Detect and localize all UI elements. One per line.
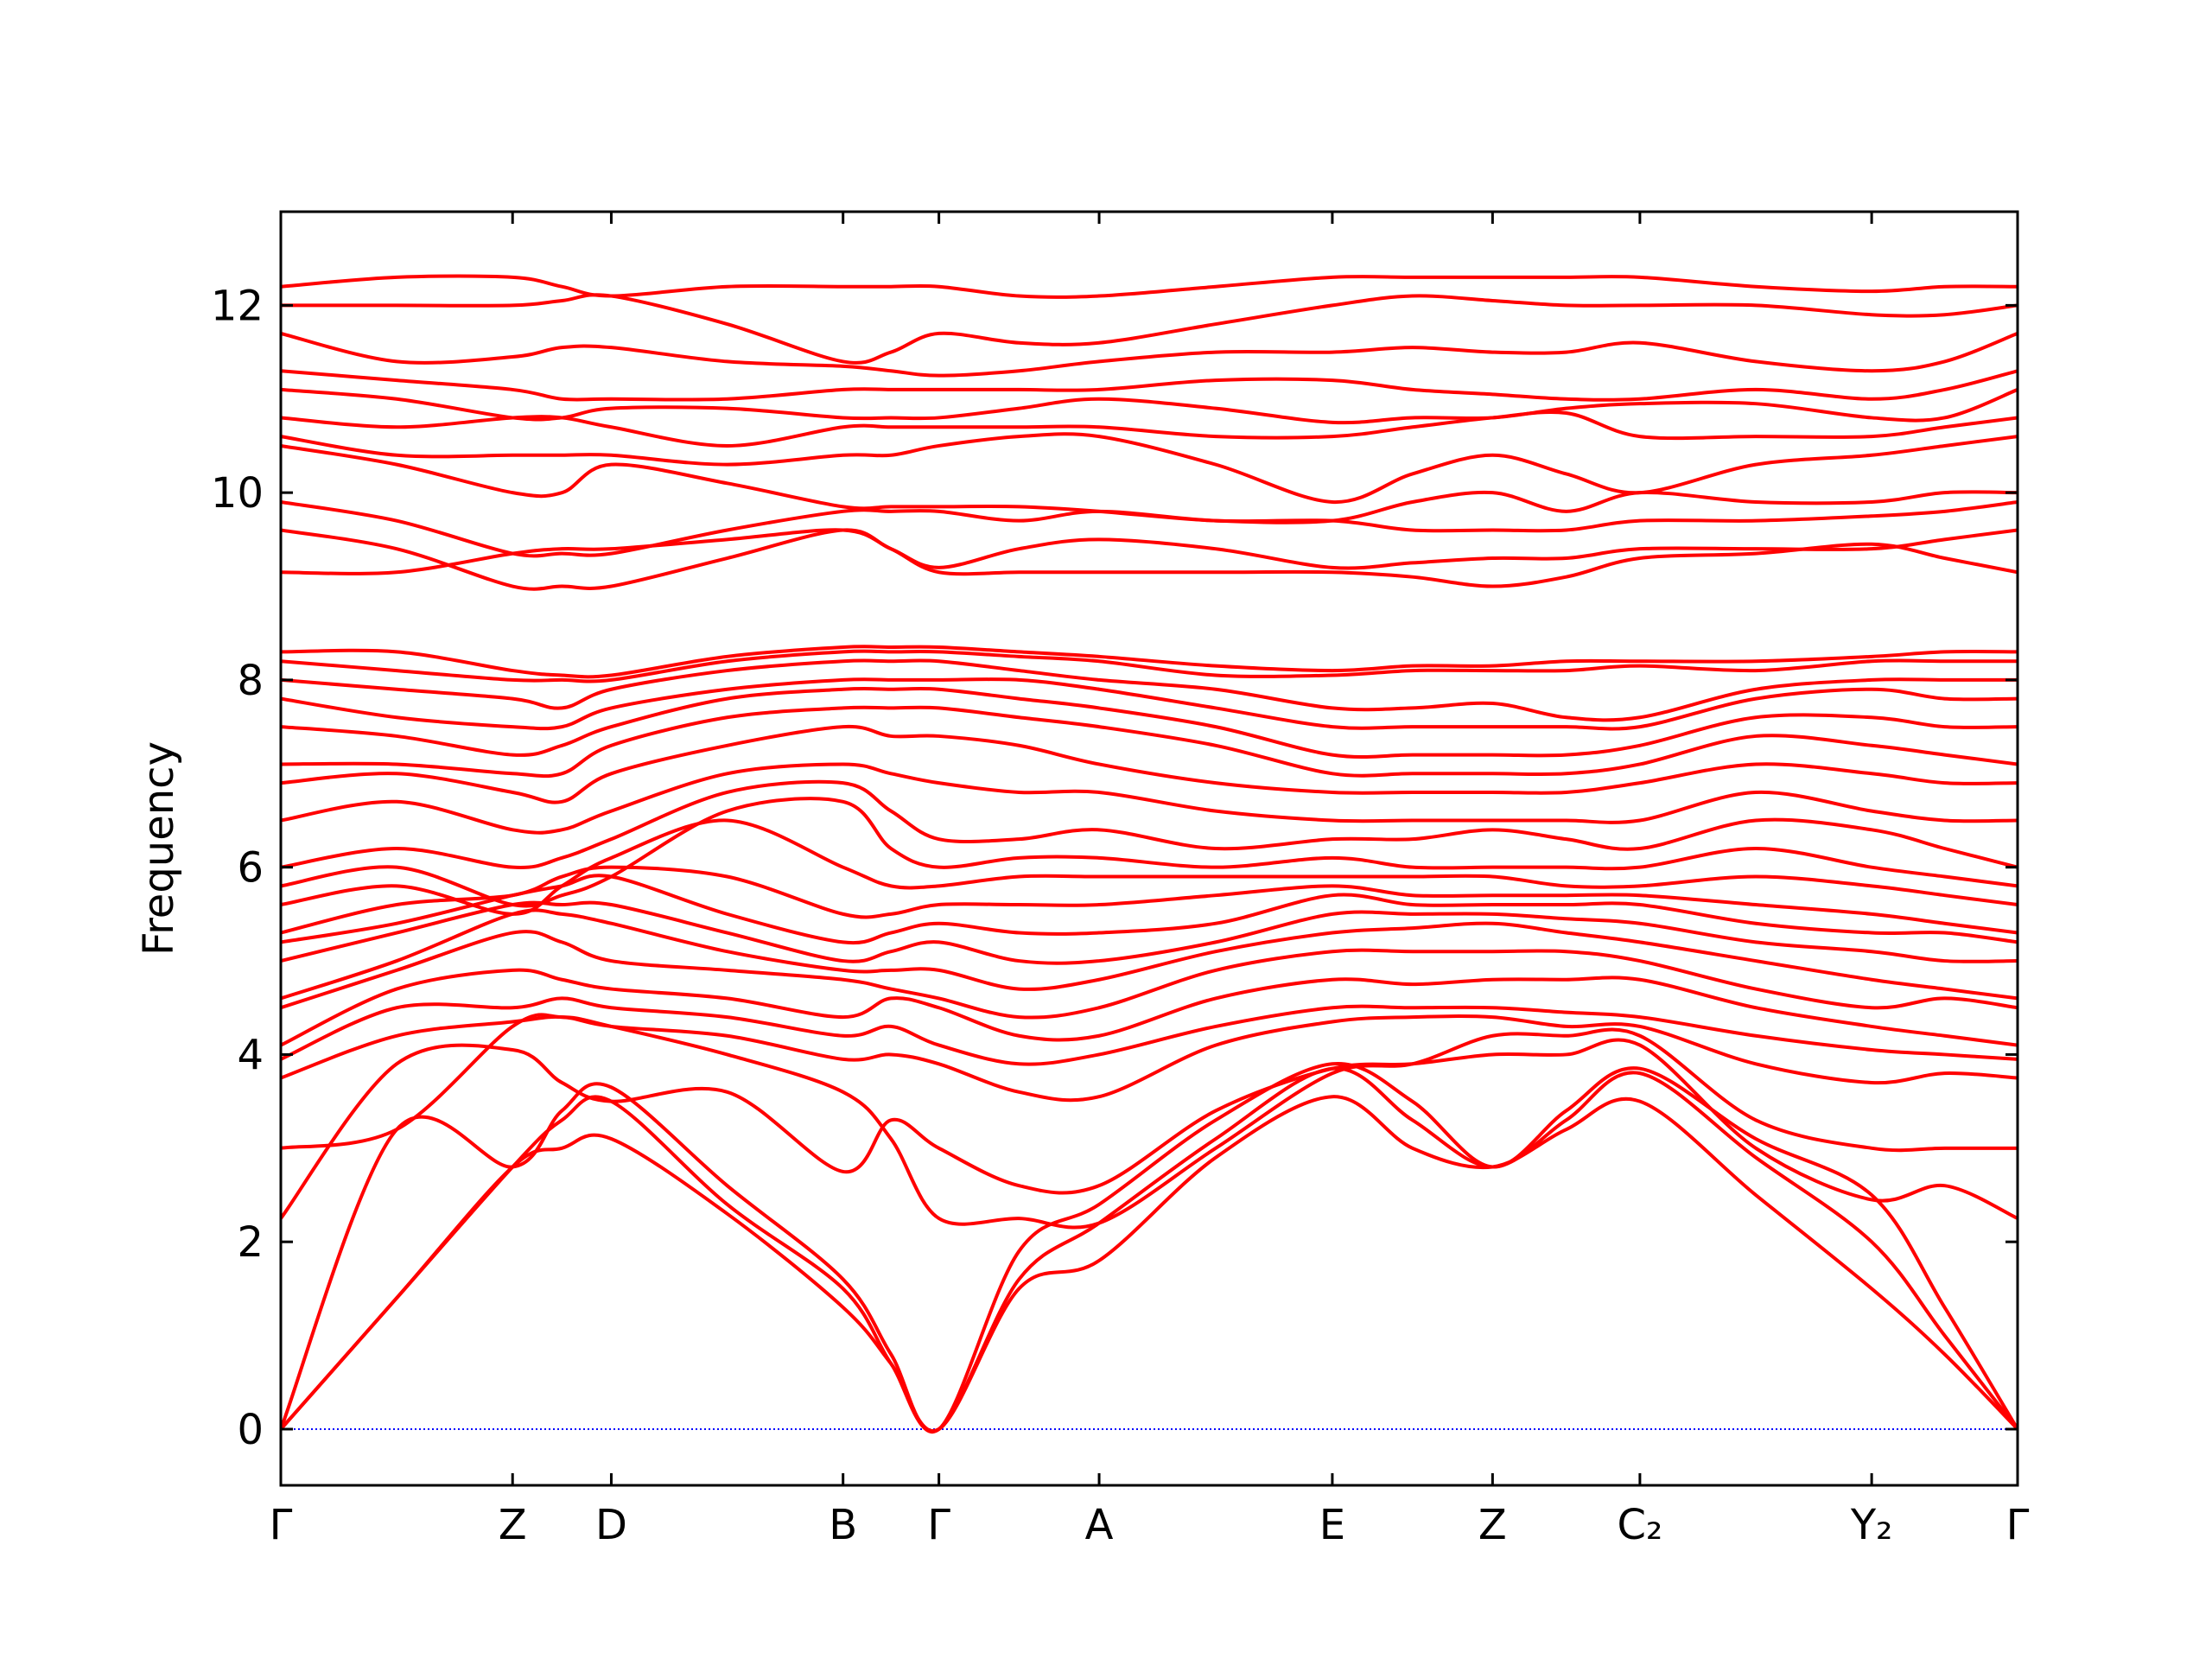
band-line <box>281 705 2018 779</box>
band-line <box>281 387 2018 425</box>
band-line <box>281 779 2018 869</box>
x-tick-label: A <box>1085 1501 1114 1549</box>
band-line <box>281 797 2018 908</box>
band-line <box>281 658 2018 722</box>
band-line <box>281 649 2018 683</box>
band-line <box>281 724 2018 804</box>
band-line <box>281 645 2018 679</box>
x-tick-label: D <box>595 1501 627 1549</box>
band-line <box>281 1062 2018 1433</box>
x-tick-label: Z <box>1478 1501 1507 1549</box>
y-axis-label: Frequency <box>135 741 183 956</box>
x-tick-label: B <box>829 1501 857 1549</box>
band-line <box>281 1038 2018 1220</box>
y-tick-label: 10 <box>211 469 264 518</box>
band-line <box>281 443 2018 524</box>
y-tick-label: 0 <box>237 1406 264 1454</box>
x-tick-label: Γ <box>270 1501 293 1549</box>
band-line <box>281 274 2018 299</box>
band-line <box>281 865 2018 935</box>
band-line <box>281 369 2018 402</box>
x-tick-label: C₂ <box>1618 1501 1663 1549</box>
band-line <box>281 410 2018 448</box>
y-tick-label: 8 <box>237 657 264 705</box>
band-line <box>281 908 2018 1001</box>
band-line <box>281 528 2018 588</box>
plot-frame <box>279 210 2019 1487</box>
band-line <box>281 900 2018 965</box>
x-tick-label: E <box>1319 1501 1345 1549</box>
band-line <box>281 1014 2018 1103</box>
band-line <box>281 331 2018 378</box>
x-tick-label: Z <box>499 1501 527 1549</box>
band-line <box>281 968 2018 1047</box>
y-tick-label: 4 <box>237 1031 264 1079</box>
band-line <box>281 432 2018 504</box>
band-line <box>281 996 2018 1066</box>
y-tick-label: 6 <box>237 844 264 893</box>
band-line <box>281 762 2018 835</box>
band-line <box>281 528 2018 591</box>
band-line <box>281 686 2018 760</box>
band-line <box>281 930 2018 1020</box>
band-line <box>281 1095 2018 1433</box>
band-line <box>281 818 2018 916</box>
band-line <box>281 293 2018 365</box>
band-line <box>281 874 2018 945</box>
x-tick-label: Y₂ <box>1850 1501 1893 1549</box>
x-tick-label: Γ <box>927 1501 950 1549</box>
x-tick-label: Γ <box>2006 1501 2030 1549</box>
y-tick-label: 2 <box>237 1218 264 1267</box>
band-line <box>281 677 2018 731</box>
y-tick-label: 12 <box>211 282 264 330</box>
